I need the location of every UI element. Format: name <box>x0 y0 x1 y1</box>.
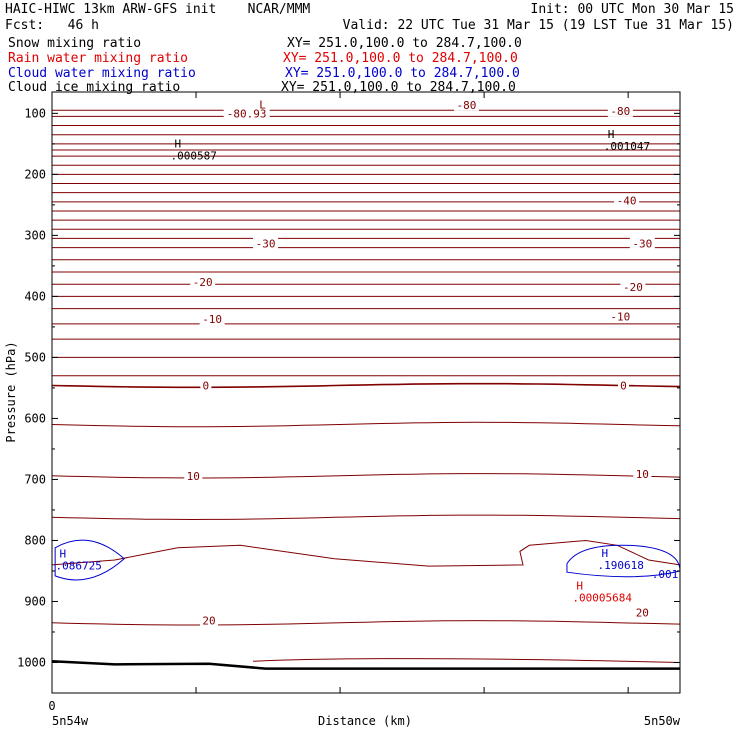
extremum-letter: H <box>174 138 181 151</box>
plot-frame <box>51 91 681 694</box>
contour-label-bg <box>223 106 270 120</box>
contour-label: -10 <box>610 311 630 324</box>
contour-label: 20 <box>636 606 649 619</box>
contour-label: 0 <box>203 379 210 392</box>
cloud-water-label: .001 <box>652 568 679 581</box>
contour-label-bg <box>200 613 218 627</box>
contour-label: -30 <box>632 237 652 250</box>
extremum-letter: H <box>608 128 615 141</box>
isotherm <box>51 382 681 389</box>
contour-label-bg <box>633 466 652 480</box>
isotherm <box>51 620 681 626</box>
isotherm <box>252 658 681 663</box>
contour-label: -30 <box>256 237 276 250</box>
y-tick-label: 200 <box>24 167 46 181</box>
terrain-line <box>51 660 680 670</box>
y-tick-label: 600 <box>24 411 46 425</box>
x-axis-title: Distance (km) <box>318 714 412 728</box>
cloud-water-contours <box>54 539 681 581</box>
contour-label: 10 <box>636 468 649 481</box>
x-start-label: 0 <box>48 699 55 713</box>
header-init: Init: 00 UTC Mon 30 Mar 15 <box>530 2 735 17</box>
header-title: HAIC-HIWC 13km ARW-GFS init NCAR/MMM <box>5 2 311 17</box>
contour-label-bg <box>614 193 640 207</box>
field-snow-xy: XY= 251.0,100.0 to 284.7,100.0 <box>287 36 522 51</box>
extremum-value: .190618 <box>598 559 644 572</box>
contour-label: 10 <box>187 470 200 483</box>
extremum-letter: H <box>60 548 67 561</box>
contour-label-bg <box>607 309 633 323</box>
contour-label-bg <box>253 236 279 250</box>
y-tick-label: 500 <box>24 350 46 364</box>
extremum-letter: L <box>259 98 266 111</box>
extremum-letter: H <box>576 579 583 592</box>
isotherm <box>51 473 681 479</box>
y-tick-label: 100 <box>24 106 46 120</box>
contour-label-bg <box>184 468 203 482</box>
contour-label: -80 <box>610 105 630 118</box>
contour-label: 0 <box>620 379 627 392</box>
contour-label-bg <box>620 280 646 294</box>
field-cloudwater-xy: XY= 251.0,100.0 to 284.7,100.0 <box>285 66 520 81</box>
extremum-value: .086725 <box>56 560 102 573</box>
contour-label: -10 <box>202 313 222 326</box>
contour-label-bg <box>200 378 212 392</box>
y-tick-label: 700 <box>24 472 46 486</box>
contour-label: -80 <box>457 99 477 112</box>
extremum-value: .001047 <box>604 140 650 153</box>
contour-label-bg <box>607 103 633 117</box>
contour-label-bg <box>617 378 629 392</box>
contour-label: -40 <box>617 195 637 208</box>
extremum-value: .00005684 <box>572 591 632 604</box>
field-cloudwater-name: Cloud water mixing ratio <box>8 66 196 81</box>
extremum-value: .000587 <box>170 150 216 163</box>
contour-label: -80.93 <box>227 107 267 120</box>
cloud-water-contour <box>566 544 681 578</box>
contour-label-bg <box>190 274 216 288</box>
field-snow-name: Snow mixing ratio <box>8 36 142 51</box>
terrain-line <box>51 660 680 670</box>
y-tick-label: 300 <box>24 228 46 242</box>
y-tick-label: 400 <box>24 289 46 303</box>
field-cloudice-xy: XY= 251.0,100.0 to 284.7,100.0 <box>281 80 516 95</box>
y-tick-label: 900 <box>24 594 46 608</box>
y-tick-label: 1000 <box>17 655 46 669</box>
field-cloudice-name: Cloud ice mixing ratio <box>8 80 181 95</box>
y-tick-label: 800 <box>24 533 46 547</box>
contour-label: -20 <box>623 281 643 294</box>
field-rain-xy: XY= 251.0,100.0 to 284.7,100.0 <box>283 51 518 66</box>
x-right-label: 5n50w <box>644 714 681 728</box>
extremum-letter: H <box>602 547 609 560</box>
isotherm <box>51 514 681 521</box>
x-left-label: 5n54w <box>52 714 89 728</box>
contour-label: 20 <box>202 614 215 627</box>
contour-label-bg <box>453 97 479 111</box>
isotherm <box>51 421 681 428</box>
temperature-contours <box>51 109 681 663</box>
y-axis-title: Pressure (hPa) <box>4 341 18 442</box>
contour-labels: -80 -80 -80.93 -40 -30 -30 -20 -20 -10 -10 0 0 10 10 2… <box>56 97 679 627</box>
contour-label-bg <box>629 236 655 250</box>
header-forecast: Fcst: 46 h <box>5 18 99 33</box>
header-valid: Valid: 22 UTC Tue 31 Mar 15 (19 LST Tue … <box>342 18 734 33</box>
cloud-water-contour <box>54 539 125 581</box>
isotherm <box>51 539 681 567</box>
x-axis <box>51 92 629 693</box>
field-rain-name: Rain water mixing ratio <box>8 51 189 66</box>
contour-label-bg <box>199 311 225 325</box>
contour-label-bg <box>633 605 652 619</box>
contour-label: -20 <box>193 276 213 289</box>
